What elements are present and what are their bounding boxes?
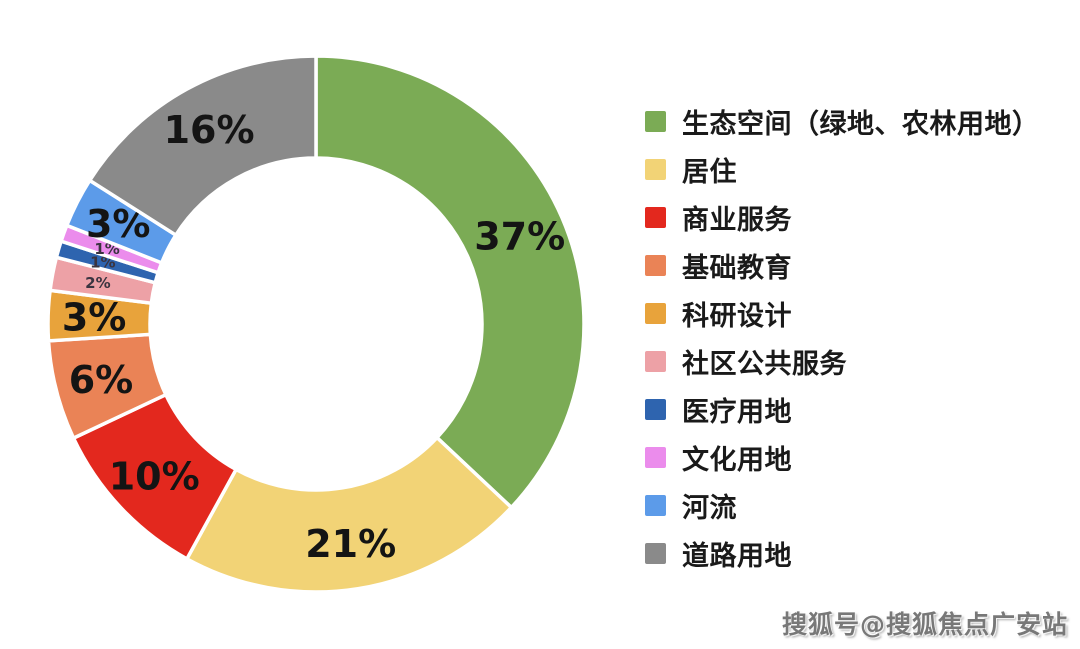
legend-label: 生态空间（绿地、农林用地） <box>682 108 1040 140</box>
legend-item: 居住 <box>645 145 1040 193</box>
legend-label: 河流 <box>682 492 737 524</box>
segment-percent-label: 10% <box>109 455 200 499</box>
segment-percent-label: 2% <box>85 274 110 292</box>
legend-swatch <box>645 110 666 132</box>
legend-item: 社区公共服务 <box>645 337 1040 385</box>
donut-segment-0 <box>314 54 586 510</box>
legend-label: 文化用地 <box>682 444 792 476</box>
legend-label: 医疗用地 <box>682 396 792 428</box>
legend-swatch <box>645 494 666 516</box>
chart-legend: 生态空间（绿地、农林用地） 居住 商业服务 基础教育 科研设计 社区公共服务 医… <box>645 97 1040 577</box>
legend-item: 生态空间（绿地、农林用地） <box>645 97 1040 145</box>
segment-percent-label: 21% <box>305 522 396 566</box>
watermark: 搜狐号@搜狐焦点广安站 <box>781 610 1068 639</box>
legend-label: 居住 <box>682 156 737 188</box>
legend-swatch <box>645 206 666 228</box>
segment-percent-label: 16% <box>164 108 255 152</box>
legend-swatch <box>645 254 666 276</box>
legend-swatch <box>645 398 666 420</box>
legend-swatch <box>645 350 666 372</box>
legend-item: 基础教育 <box>645 241 1040 289</box>
legend-label: 科研设计 <box>682 300 792 332</box>
donut-segment-1 <box>184 435 514 594</box>
legend-label: 商业服务 <box>682 204 792 236</box>
legend-item: 科研设计 <box>645 289 1040 337</box>
legend-label: 社区公共服务 <box>682 348 847 380</box>
segment-percent-label: 37% <box>474 214 565 258</box>
legend-swatch <box>645 158 666 180</box>
legend-swatch <box>645 446 666 468</box>
legend-item: 商业服务 <box>645 193 1040 241</box>
legend-item: 文化用地 <box>645 433 1040 481</box>
legend-swatch <box>645 542 666 564</box>
segment-percent-label: 3% <box>62 296 127 340</box>
donut-segment-9 <box>87 54 318 238</box>
legend-item: 河流 <box>645 481 1040 529</box>
segment-percent-label: 6% <box>69 358 134 402</box>
legend-label: 道路用地 <box>682 540 792 572</box>
legend-swatch <box>645 302 666 324</box>
legend-item: 医疗用地 <box>645 385 1040 433</box>
legend-label: 基础教育 <box>682 252 792 284</box>
legend-item: 道路用地 <box>645 529 1040 577</box>
